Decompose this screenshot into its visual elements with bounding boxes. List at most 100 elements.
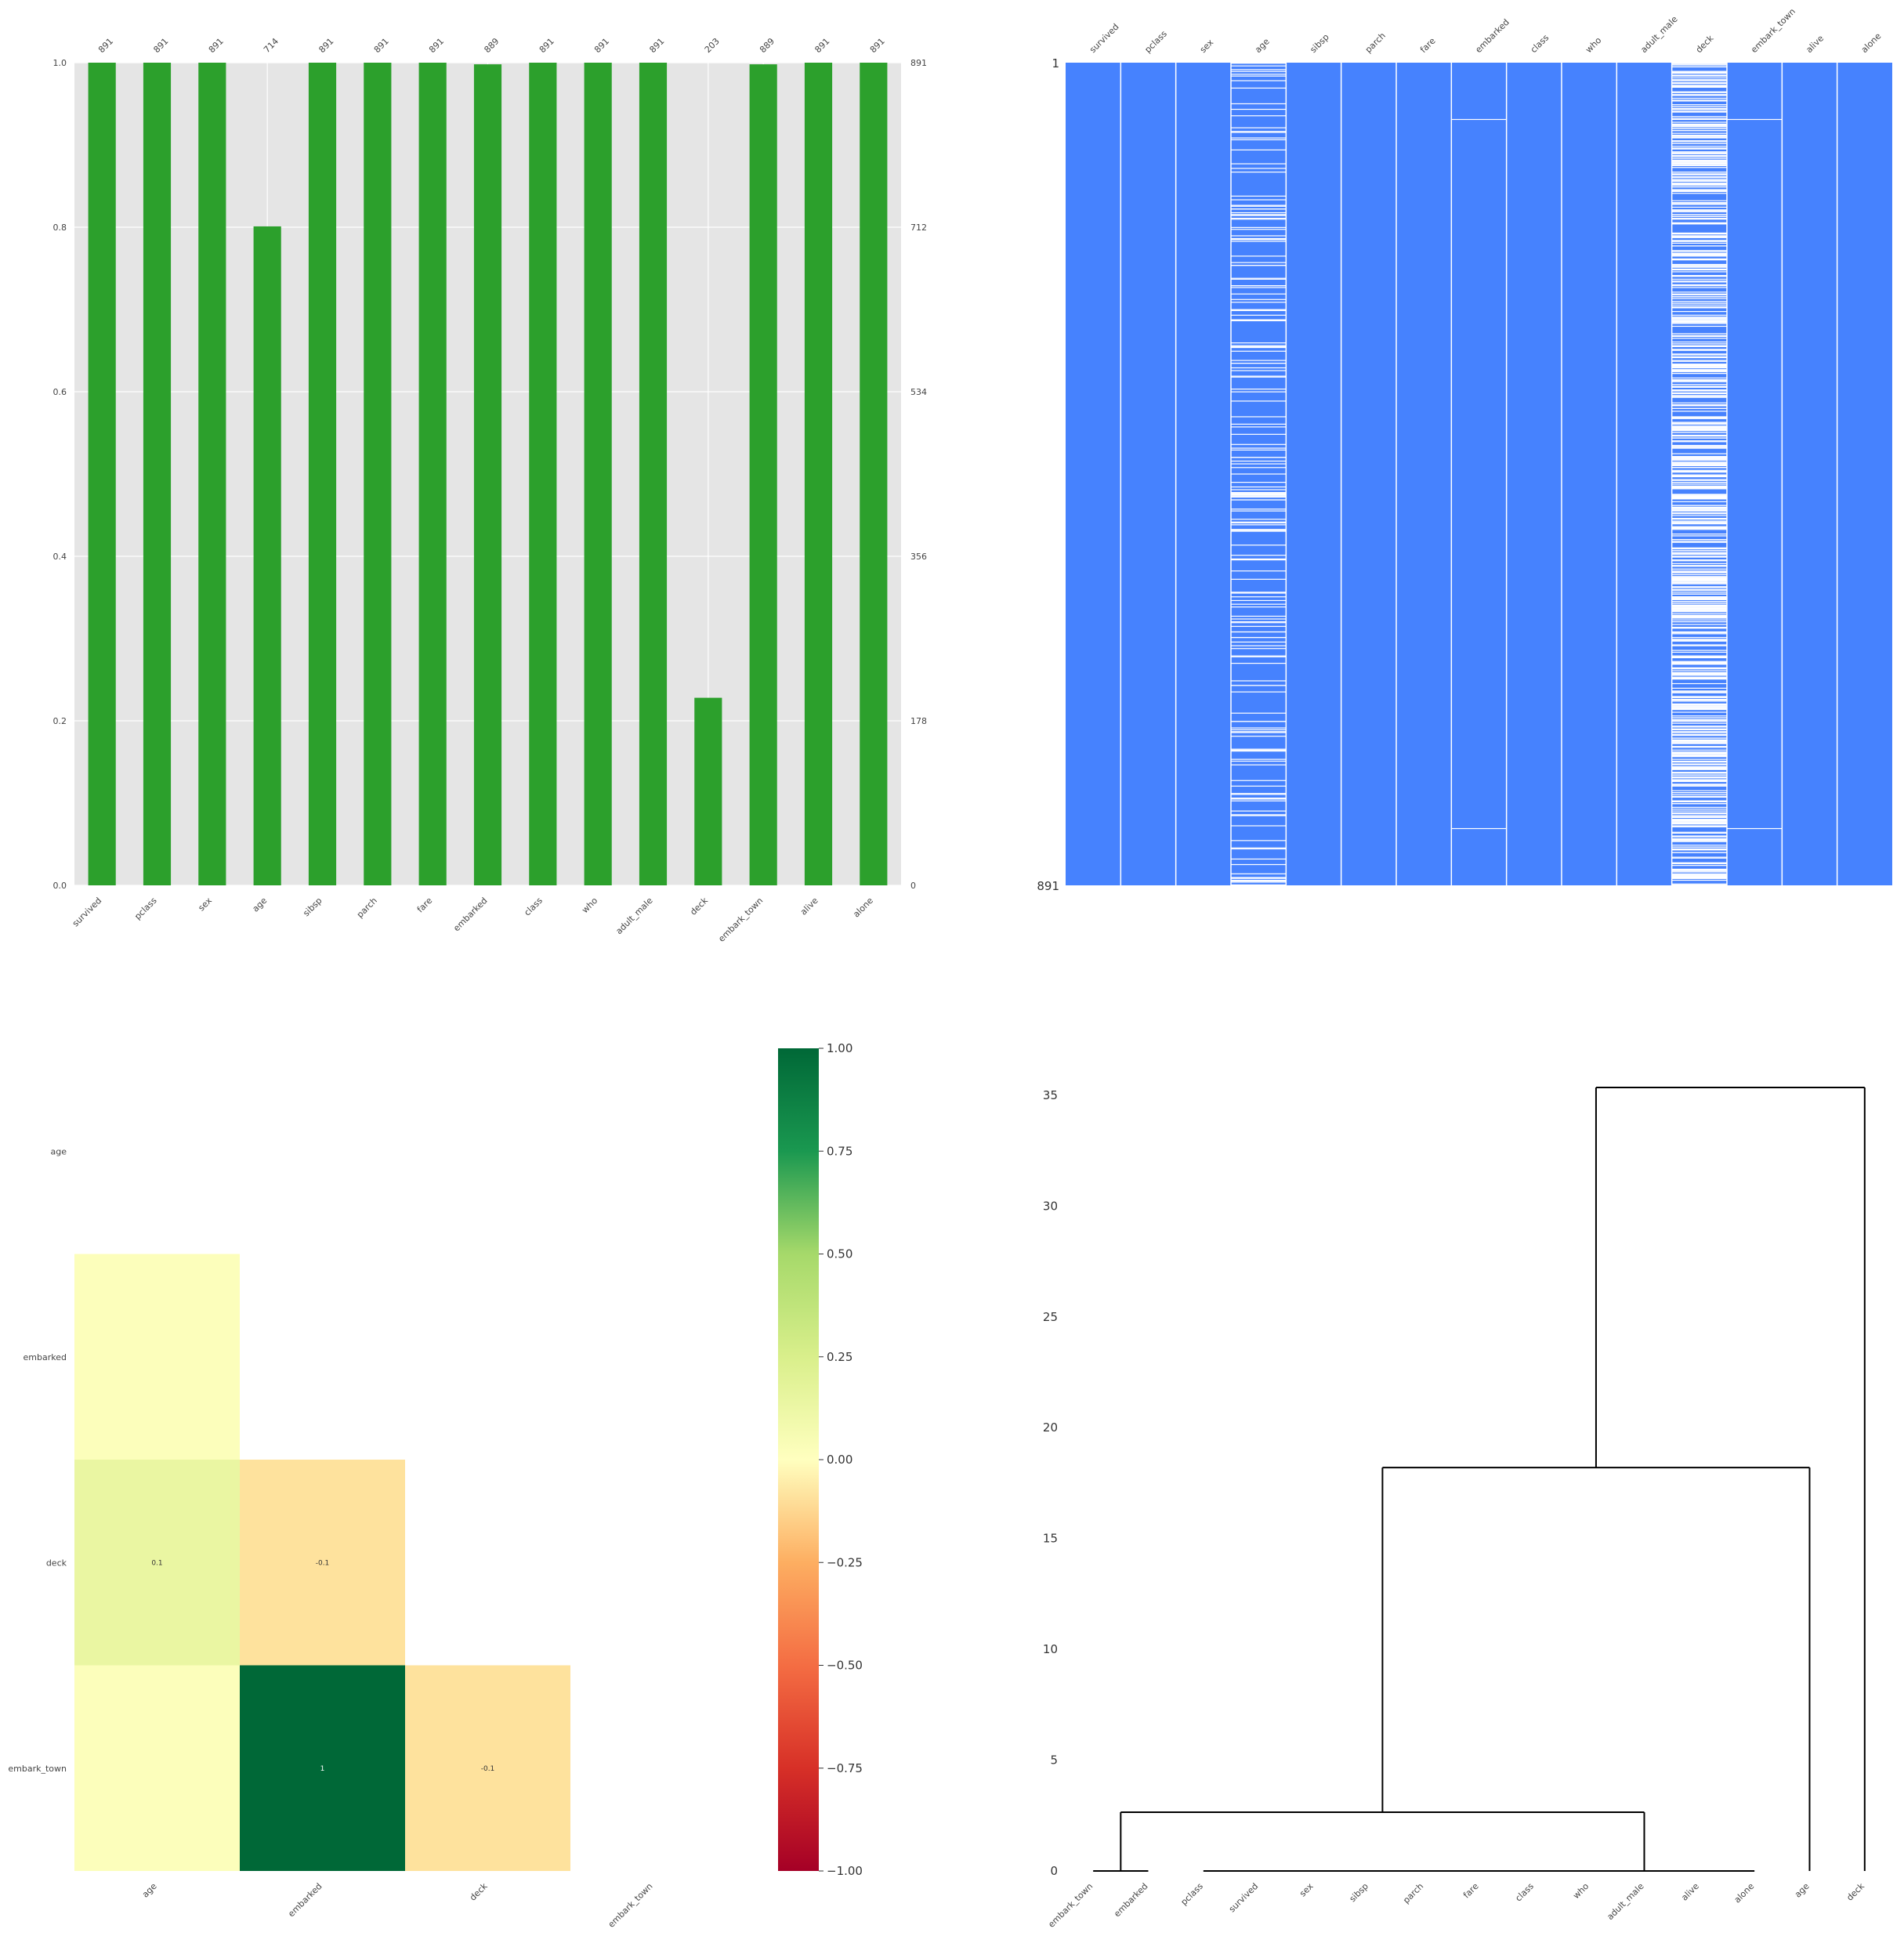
bar-count-label: 714 <box>262 36 281 55</box>
matrix-missing-line <box>1231 473 1287 475</box>
matrix-missing-line <box>1671 604 1727 606</box>
matrix-missing-line <box>1671 593 1727 595</box>
matrix-missing-line <box>1231 299 1287 300</box>
matrix-missing-line <box>1671 390 1727 392</box>
bar <box>308 63 337 885</box>
matrix-missing-line <box>1671 578 1727 580</box>
matrix-missing-line <box>1231 530 1287 532</box>
dendro-y-tick-label: 10 <box>1043 1642 1058 1656</box>
matrix-missing-line <box>1231 810 1287 812</box>
matrix-missing-line <box>1671 136 1727 138</box>
matrix-missing-line <box>1671 356 1727 359</box>
matrix-missing-line <box>1671 470 1727 472</box>
matrix-missing-line <box>1671 250 1727 251</box>
matrix-missing-line <box>1671 104 1727 106</box>
matrix-missing-line <box>1231 75 1287 77</box>
matrix-missing-line <box>1671 812 1727 814</box>
matrix-missing-line <box>1671 444 1727 447</box>
matrix-missing-line <box>1671 242 1727 244</box>
bar-x-tick-label: embarked <box>451 896 489 933</box>
matrix-missing-line <box>1671 555 1727 557</box>
matrix-missing-line <box>1231 217 1287 219</box>
matrix-missing-line <box>1671 189 1727 190</box>
matrix-column-label: age <box>1253 36 1272 55</box>
matrix-missing-line <box>1671 152 1727 154</box>
colorbar-tick-label: −0.75 <box>827 1761 863 1775</box>
matrix-column <box>1286 63 1341 885</box>
bar-count-label: 891 <box>868 36 887 55</box>
matrix-missing-line <box>1671 259 1727 261</box>
matrix-missing-line <box>1671 610 1727 612</box>
matrix-missing-line <box>1671 430 1727 432</box>
matrix-missing-line <box>1671 784 1727 786</box>
matrix-column-label: who <box>1584 35 1603 55</box>
matrix-missing-line <box>1671 422 1727 424</box>
matrix-missing-line <box>1671 386 1727 388</box>
bar <box>418 63 447 885</box>
matrix-missing-line <box>1231 495 1287 497</box>
dendro-leaf-label: embark_town <box>1046 1881 1095 1930</box>
matrix-missing-line <box>1671 763 1727 765</box>
matrix-missing-line <box>1671 186 1727 188</box>
matrix-column-label: alive <box>1804 33 1826 55</box>
matrix-column <box>1451 63 1507 885</box>
matrix-missing-line <box>1231 618 1287 620</box>
matrix-missing-line <box>1671 353 1727 355</box>
matrix-missing-line <box>1231 732 1287 733</box>
matrix-missing-line <box>1671 570 1727 572</box>
matrix-column <box>1175 63 1231 885</box>
matrix-missing-line <box>1671 162 1727 164</box>
matrix-missing-line <box>1231 878 1287 879</box>
matrix-missing-line <box>1671 523 1727 525</box>
dendro-y-tick-label: 25 <box>1043 1310 1058 1324</box>
matrix-missing-line <box>1231 559 1287 561</box>
matrix-missing-line <box>1231 592 1287 594</box>
matrix-missing-line <box>1231 749 1287 751</box>
matrix-missing-line <box>1671 335 1727 338</box>
matrix-missing-line <box>1671 389 1727 391</box>
matrix-missing-line <box>1671 111 1727 113</box>
matrix-missing-line <box>1671 617 1727 619</box>
matrix-missing-line <box>1671 552 1727 554</box>
matrix-missing-line <box>1671 696 1727 697</box>
matrix-missing-line <box>1671 501 1727 502</box>
matrix-missing-line <box>1671 657 1727 659</box>
matrix-missing-line <box>1231 493 1287 494</box>
matrix-missing-line <box>1671 780 1727 783</box>
matrix-missing-line <box>1231 467 1287 469</box>
matrix-missing-line <box>1671 777 1727 779</box>
matrix-missing-line <box>1671 456 1727 458</box>
matrix-missing-line <box>1671 265 1727 266</box>
matrix-missing-line <box>1671 661 1727 664</box>
bar <box>584 63 612 885</box>
matrix-missing-line <box>1671 697 1727 698</box>
matrix-missing-line <box>1671 317 1727 319</box>
matrix-column-label: adult_male <box>1638 14 1679 55</box>
matrix-missing-line <box>1671 365 1727 367</box>
matrix-missing-line <box>1231 400 1287 402</box>
matrix-missing-line <box>1671 335 1727 336</box>
matrix-missing-line <box>1671 821 1727 823</box>
heatmap-row-label: embark_town <box>8 1764 67 1774</box>
matrix-missing-line <box>1671 754 1727 755</box>
bar-y-tick-label: 0.0 <box>53 881 67 891</box>
matrix-missing-line <box>1231 320 1287 321</box>
dendro-y-tick-label: 35 <box>1043 1088 1058 1102</box>
matrix-missing-line <box>1671 633 1727 635</box>
matrix-missing-line <box>1231 814 1287 816</box>
matrix-missing-line <box>1671 95 1727 96</box>
bar-y-tick-label: 1.0 <box>53 58 67 68</box>
matrix-missing-line <box>1231 622 1287 624</box>
matrix-missing-line <box>1671 707 1727 709</box>
matrix-missing-line <box>1671 674 1727 675</box>
matrix-missing-line <box>1671 774 1727 776</box>
matrix-missing-line <box>1671 469 1727 471</box>
correlation-heatmap: 0.1 -0.11 -0.1ageembarkeddeckembark_townag… <box>8 1041 863 1930</box>
matrix-missing-line <box>1671 606 1727 608</box>
bar <box>88 63 116 885</box>
matrix-missing-line <box>1671 608 1727 610</box>
bar-right-tick-label: 891 <box>910 58 927 68</box>
matrix-missing-line <box>1671 627 1727 628</box>
matrix-missing-line <box>1671 86 1727 88</box>
